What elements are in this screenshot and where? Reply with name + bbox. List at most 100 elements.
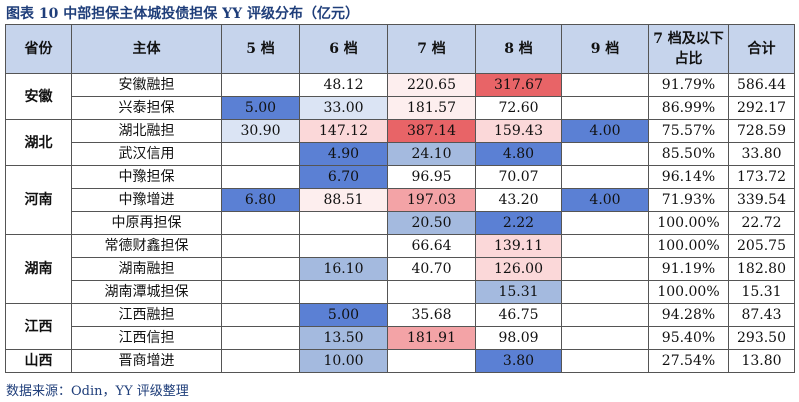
header-col-tier8: 8 档 [475,24,562,74]
value-cell-c8: 43.20 [475,188,562,212]
value-cell-c7: 35.68 [387,303,476,327]
header-col-province: 省份 [5,24,72,74]
value-cell-c7: 220.65 [387,73,476,97]
value-cell-c6: 16.10 [299,257,388,281]
value-cell-total: 13.80 [728,349,795,373]
value-cell-ratio: 95.40% [648,326,729,350]
value-cell-c5: 5.00 [221,96,300,120]
entity-name-cell: 江西融担 [71,303,222,327]
entity-name-cell: 安徽融担 [71,73,222,97]
value-cell-total: 87.43 [728,303,795,327]
value-cell-total: 728.59 [728,119,795,143]
table-row: 兴泰担保 5.00 33.00 181.57 72.60 86.99% 292.17 [6,96,795,120]
value-cell-c6: 6.70 [299,165,388,189]
value-cell-c9 [561,165,649,189]
value-cell-c7: 24.10 [387,142,476,166]
value-cell-c8: 98.09 [475,326,562,350]
value-cell-c7 [387,349,476,373]
value-cell-total: 205.75 [728,234,795,258]
value-cell-c5 [221,303,300,327]
table-row: 中豫增进 6.80 88.51 197.03 43.20 4.00 71.93% 339.54 [6,188,795,212]
table-row: 湖南 常德财鑫担保 66.64 139.11 100.00% 205.75 [5,234,795,304]
table-row: 武汉信用 4.90 24.10 4.80 85.50% 33.80 [6,142,795,166]
value-cell-ratio: 91.19% [648,257,729,281]
value-cell-c5 [221,257,300,281]
value-cell-c9 [561,96,649,120]
value-cell-c9 [561,326,649,350]
value-cell-c7 [387,280,476,304]
value-cell-c5 [221,73,300,97]
province-cell: 江西 [5,303,72,350]
value-cell-c9 [561,234,649,258]
value-cell-ratio: 100.00% [648,280,729,304]
value-cell-total: 339.54 [728,188,795,212]
table-row: 湖北 湖北融担 30.90 147.12 387.14 159.43 4.00 75.57% 7… [5,119,795,166]
value-cell-c6: 10.00 [299,349,388,373]
value-cell-c7: 66.64 [387,234,476,258]
entity-name-cell: 湖南融担 [71,257,222,281]
value-cell-ratio: 85.50% [648,142,729,166]
value-cell-total: 293.50 [728,326,795,350]
province-cell: 安徽 [5,73,72,120]
value-cell-c8: 4.80 [475,142,562,166]
entity-name-cell: 中原再担保 [71,211,222,235]
value-cell-ratio: 27.54% [648,349,729,373]
value-cell-c6 [299,280,388,304]
province-cell: 河南 [5,165,72,235]
value-cell-total: 15.31 [728,280,795,304]
province-cell: 湖南 [5,234,72,304]
table-row: 中原再担保 20.50 2.22 100.00% 22.72 [6,211,795,235]
figure-title: 图表 10 中部担保主体城投债担保 YY 评级分布（亿元） [6,6,359,22]
value-cell-c5: 6.80 [221,188,300,212]
value-cell-ratio: 86.99% [648,96,729,120]
value-cell-c5 [221,142,300,166]
value-cell-c6: 33.00 [299,96,388,120]
value-cell-ratio: 100.00% [648,211,729,235]
entity-name-cell: 湖北融担 [71,119,222,143]
value-cell-ratio: 75.57% [648,119,729,143]
value-cell-c6: 4.90 [299,142,388,166]
value-cell-c7: 20.50 [387,211,476,235]
value-cell-c7: 181.57 [387,96,476,120]
value-cell-c8: 70.07 [475,165,562,189]
value-cell-c6: 13.50 [299,326,388,350]
value-cell-total: 33.80 [728,142,795,166]
value-cell-total: 173.72 [728,165,795,189]
table-row: 江西信担 13.50 181.91 98.09 95.40% 293.50 [6,326,795,350]
value-cell-c8: 159.43 [475,119,562,143]
value-cell-ratio: 91.79% [648,73,729,97]
value-cell-ratio: 100.00% [648,234,729,258]
entity-name-cell: 武汉信用 [71,142,222,166]
value-cell-total: 586.44 [728,73,795,97]
table-row: 河南 中豫担保 6.70 96.95 70.07 96.14% 173.72 [5,165,795,235]
value-cell-total: 22.72 [728,211,795,235]
table-row: 山西 晋商增进 10.00 3.80 27.54% 13.80 [5,349,795,373]
value-cell-c8: 72.60 [475,96,562,120]
value-cell-ratio: 96.14% [648,165,729,189]
value-cell-c9 [561,142,649,166]
header-col-tier6: 6 档 [299,24,388,74]
value-cell-c9 [561,280,649,304]
value-cell-c5: 30.90 [221,119,300,143]
value-cell-c8: 46.75 [475,303,562,327]
value-cell-c6: 88.51 [299,188,388,212]
value-cell-c5 [221,280,300,304]
value-cell-c8: 3.80 [475,349,562,373]
header-col-tier5: 5 档 [221,24,300,74]
data-source-note: 数据来源：Odin，YY 评级整理 [6,384,189,399]
value-cell-c9: 4.00 [561,119,649,143]
value-cell-c5 [221,326,300,350]
entity-name-cell: 湖南潭城担保 [71,280,222,304]
value-cell-ratio: 94.28% [648,303,729,327]
value-cell-c8: 139.11 [475,234,562,258]
table-row: 江西 江西融担 5.00 35.68 46.75 94.28% 87.43 [5,303,795,350]
entity-name-cell: 中豫担保 [71,165,222,189]
entity-name-cell: 兴泰担保 [71,96,222,120]
value-cell-c6: 147.12 [299,119,388,143]
header-col-tier7: 7 档 [387,24,476,74]
value-cell-c5 [221,349,300,373]
table-body: 安徽 安徽融担 48.12 220.65 317.67 91.79% 586.44 兴泰担保 5… [5,73,795,373]
value-cell-c9 [561,257,649,281]
